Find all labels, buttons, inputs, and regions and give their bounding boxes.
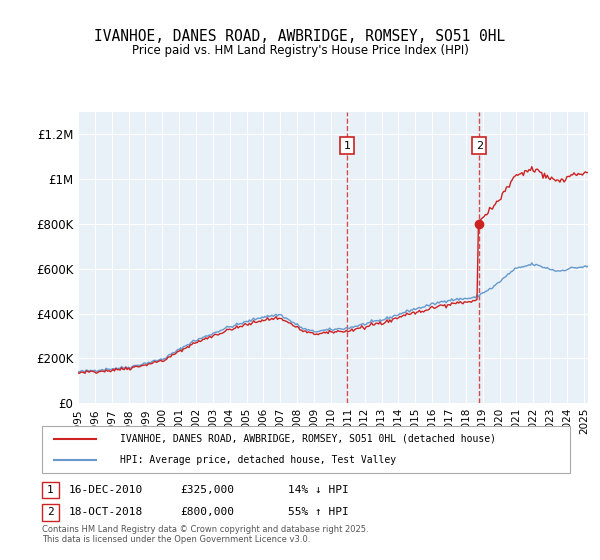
Text: IVANHOE, DANES ROAD, AWBRIDGE, ROMSEY, SO51 0HL: IVANHOE, DANES ROAD, AWBRIDGE, ROMSEY, S… (94, 29, 506, 44)
Text: 1: 1 (344, 141, 350, 151)
Text: 55% ↑ HPI: 55% ↑ HPI (288, 507, 349, 517)
Text: Price paid vs. HM Land Registry's House Price Index (HPI): Price paid vs. HM Land Registry's House … (131, 44, 469, 57)
Text: 18-OCT-2018: 18-OCT-2018 (69, 507, 143, 517)
Text: £800,000: £800,000 (180, 507, 234, 517)
Text: £325,000: £325,000 (180, 485, 234, 495)
Text: 2: 2 (476, 141, 483, 151)
Text: 14% ↓ HPI: 14% ↓ HPI (288, 485, 349, 495)
Text: 16-DEC-2010: 16-DEC-2010 (69, 485, 143, 495)
Text: 2: 2 (47, 507, 54, 517)
Text: HPI: Average price, detached house, Test Valley: HPI: Average price, detached house, Test… (120, 455, 396, 465)
Text: IVANHOE, DANES ROAD, AWBRIDGE, ROMSEY, SO51 0HL (detached house): IVANHOE, DANES ROAD, AWBRIDGE, ROMSEY, S… (120, 434, 496, 444)
Text: 1: 1 (47, 485, 54, 495)
Text: Contains HM Land Registry data © Crown copyright and database right 2025.
This d: Contains HM Land Registry data © Crown c… (42, 525, 368, 544)
